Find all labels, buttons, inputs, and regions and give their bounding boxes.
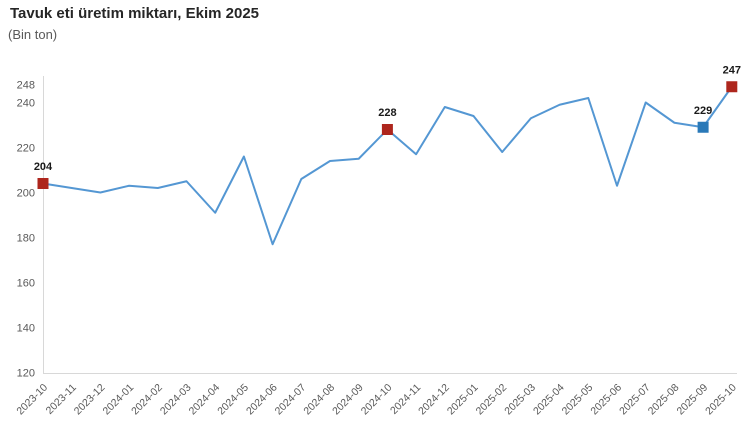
y-tick-label: 180 xyxy=(17,232,35,244)
y-tick-label: 140 xyxy=(17,322,35,334)
y-tick-label: 160 xyxy=(17,277,35,289)
y-tick-label: 220 xyxy=(17,142,35,154)
x-tick-label: 2024-10 xyxy=(359,382,395,418)
y-tick-label: 120 xyxy=(17,367,35,379)
data-point-marker xyxy=(381,124,393,135)
y-tick-label: 200 xyxy=(17,187,35,199)
data-point-label: 204 xyxy=(34,161,53,173)
x-tick-label: 2023-10 xyxy=(14,382,50,418)
chart-title: Tavuk eti üretim miktarı, Ekim 2025 xyxy=(10,5,260,22)
x-tick-label: 2025-10 xyxy=(703,382,739,418)
data-point-label: 229 xyxy=(694,105,712,117)
data-point-label: 247 xyxy=(723,64,741,76)
data-point-label: 228 xyxy=(378,107,396,119)
data-point-marker xyxy=(697,121,709,133)
chart-unit-label: (Bin ton) xyxy=(8,27,58,42)
y-tick-label: 248 xyxy=(17,79,35,91)
y-tick-label: 240 xyxy=(17,97,35,109)
data-point-marker xyxy=(37,178,49,189)
data-point-marker xyxy=(726,81,738,93)
